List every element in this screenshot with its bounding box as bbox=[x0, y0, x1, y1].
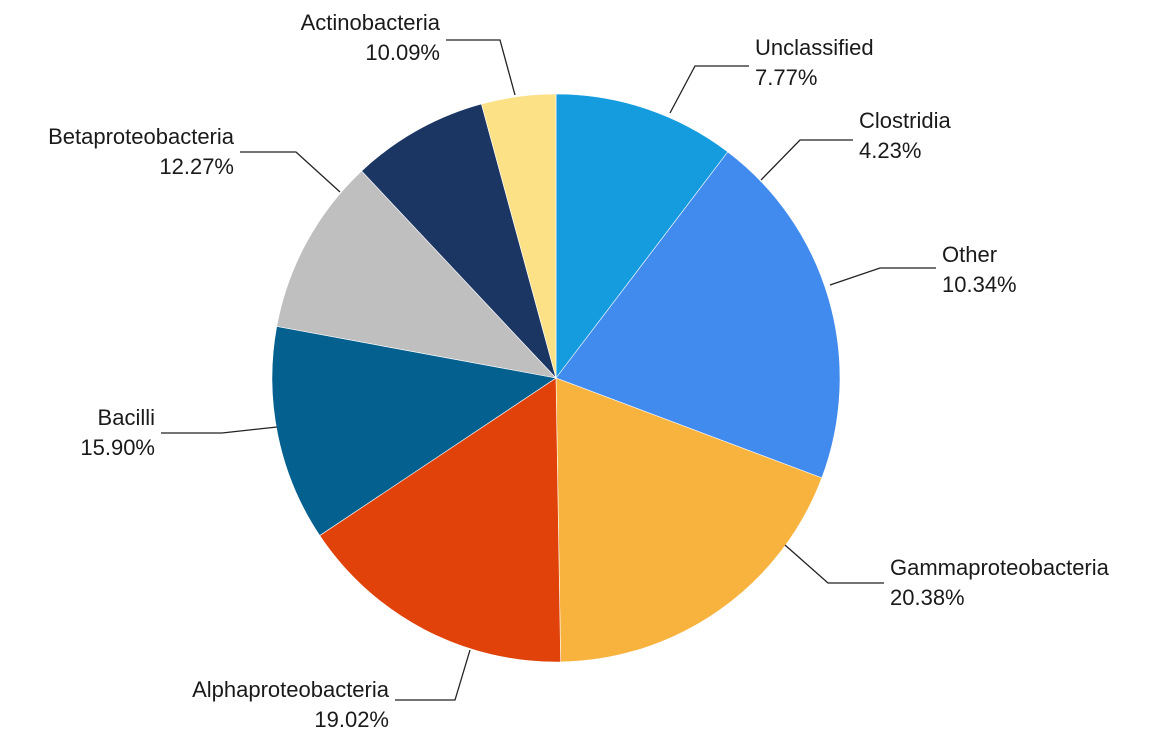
slice-label-bacilli: Bacilli 15.90% bbox=[80, 405, 155, 460]
slice-percent: 20.38% bbox=[890, 585, 965, 610]
slice-name: Actinobacteria bbox=[301, 10, 441, 35]
slice-label-clostridia: Clostridia 4.23% bbox=[859, 108, 951, 163]
slice-percent: 19.02% bbox=[314, 707, 389, 729]
leader-lines bbox=[161, 39, 936, 701]
pie-slice-actinobacteria bbox=[276, 170, 557, 379]
slice-percent: 4.23% bbox=[859, 138, 921, 163]
leader-line-clostridia bbox=[760, 139, 853, 181]
leader-line-unclassified bbox=[669, 65, 749, 114]
leader-line-alphaproteobacteria bbox=[395, 649, 471, 701]
slice-label-unclassified: Unclassified 7.77% bbox=[755, 35, 874, 90]
slice-name: Gammaproteobacteria bbox=[890, 555, 1110, 580]
slice-percent: 7.77% bbox=[755, 65, 817, 90]
leader-line-betaproteobacteria bbox=[240, 151, 341, 193]
slice-name: Unclassified bbox=[755, 35, 874, 60]
leader-line-bacilli bbox=[161, 426, 278, 434]
slice-name: Clostridia bbox=[859, 108, 951, 133]
pie-slices bbox=[271, 93, 841, 663]
leader-line-actinobacteria bbox=[446, 39, 516, 96]
slice-name: Bacilli bbox=[98, 405, 155, 430]
pie-slice-alphaproteobacteria bbox=[555, 377, 823, 663]
slice-percent: 10.09% bbox=[365, 40, 440, 65]
slice-label-actinobacteria: Actinobacteria 10.09% bbox=[301, 10, 441, 65]
slice-percent: 12.27% bbox=[159, 154, 234, 179]
leader-line-other bbox=[829, 267, 936, 286]
slice-label-other: Other 10.34% bbox=[942, 242, 1017, 297]
pie-slice-other bbox=[555, 93, 729, 379]
pie-slice-betaproteobacteria bbox=[271, 326, 557, 536]
pie-slice-bacilli bbox=[319, 377, 561, 663]
slice-label-alphaproteobacteria: Alphaproteobacteria 19.02% bbox=[192, 677, 390, 729]
slice-percent: 10.34% bbox=[942, 272, 1017, 297]
pie-slice-gammaproteobacteria bbox=[555, 151, 841, 479]
leader-line-gammaproteobacteria bbox=[784, 544, 884, 584]
slice-percent: 15.90% bbox=[80, 435, 155, 460]
slice-label-gammaproteobacteria: Gammaproteobacteria 20.38% bbox=[890, 555, 1110, 610]
slice-name: Betaproteobacteria bbox=[48, 124, 235, 149]
slice-label-betaproteobacteria: Betaproteobacteria 12.27% bbox=[48, 124, 235, 179]
pie-slice-unclassified bbox=[361, 103, 557, 379]
slice-name: Alphaproteobacteria bbox=[192, 677, 390, 702]
slice-labels: Other 10.34% Gammaproteobacteria 20.38% Alph… bbox=[48, 10, 1110, 729]
pie-slice-clostridia bbox=[481, 93, 557, 379]
slice-name: Other bbox=[942, 242, 997, 267]
